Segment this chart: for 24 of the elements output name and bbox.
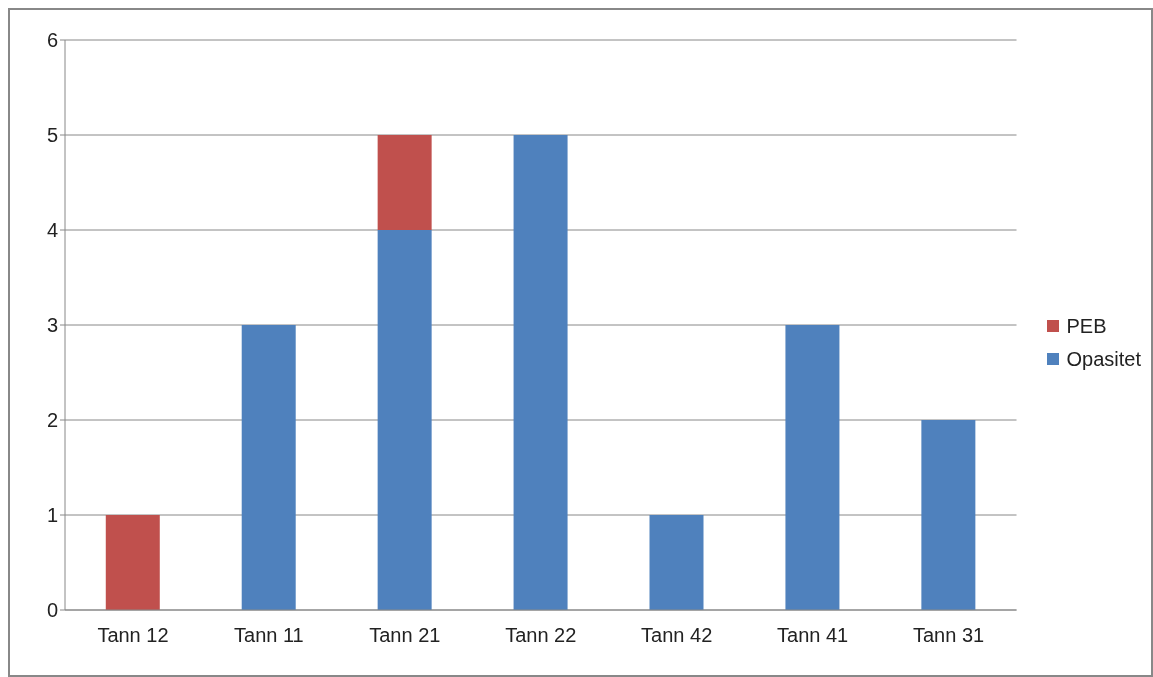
bar	[377, 230, 432, 610]
y-tick-label: 5	[46, 124, 58, 147]
x-tick-label: Tann 31	[912, 624, 985, 647]
y-tick-label: 0	[46, 599, 58, 622]
bar	[241, 325, 296, 610]
legend-label: Opasitet	[1065, 347, 1141, 371]
bar	[105, 515, 160, 610]
x-tick-label: Tann 21	[369, 624, 441, 647]
bar	[921, 420, 976, 610]
x-tick-label: Tann 42	[641, 624, 713, 647]
y-tick-label: 2	[46, 409, 58, 432]
y-tick-label: 1	[46, 504, 58, 527]
bar	[513, 135, 568, 610]
bar	[785, 325, 840, 610]
y-tick-label: 4	[46, 219, 58, 242]
bar	[649, 515, 704, 610]
x-tick-label: Tann 22	[505, 624, 577, 647]
x-tick-label: Tann 11	[234, 624, 304, 647]
legend-label: PEB	[1065, 314, 1108, 338]
x-tick-label: Tann 12	[97, 624, 169, 647]
x-tick-label: Tann 41	[777, 624, 849, 647]
y-tick-label: 3	[46, 314, 58, 337]
bar	[377, 135, 432, 230]
y-tick-label: 6	[46, 29, 58, 52]
